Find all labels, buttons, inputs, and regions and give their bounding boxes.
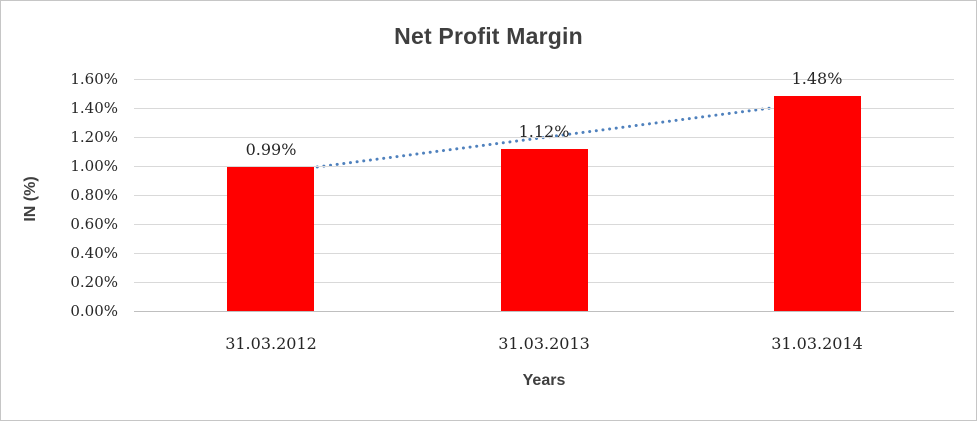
- chart-title: Net Profit Margin: [394, 23, 583, 49]
- x-tick-label: 31.03.2013: [498, 334, 590, 353]
- gridline: [134, 137, 954, 138]
- y-tick-label: 0.20%: [70, 273, 118, 291]
- bar-31.03.2013: [501, 149, 588, 311]
- bar-data-label: 1.12%: [518, 122, 570, 141]
- y-tick-label: 1.20%: [70, 128, 118, 146]
- y-axis-title: IN (%): [22, 176, 39, 222]
- bar-31.03.2012: [227, 167, 314, 311]
- x-tick-label: 31.03.2014: [771, 334, 863, 353]
- gridline: [134, 108, 954, 109]
- y-tick-label: 0.60%: [70, 215, 118, 233]
- bar-data-label: 1.48%: [791, 69, 843, 88]
- y-tick-label: 1.60%: [70, 70, 118, 88]
- x-axis-line: [134, 311, 954, 312]
- y-tick-label: 0.40%: [70, 244, 118, 262]
- x-axis-title: Years: [522, 372, 566, 389]
- gridline: [134, 79, 954, 80]
- bar-data-label: 0.99%: [245, 140, 297, 159]
- y-tick-label: 0.00%: [70, 302, 118, 320]
- y-tick-label: 0.80%: [70, 186, 118, 204]
- bar-31.03.2014: [774, 96, 861, 311]
- y-tick-label: 1.00%: [70, 157, 118, 175]
- x-tick-label: 31.03.2012: [225, 334, 317, 353]
- y-tick-label: 1.40%: [70, 99, 118, 117]
